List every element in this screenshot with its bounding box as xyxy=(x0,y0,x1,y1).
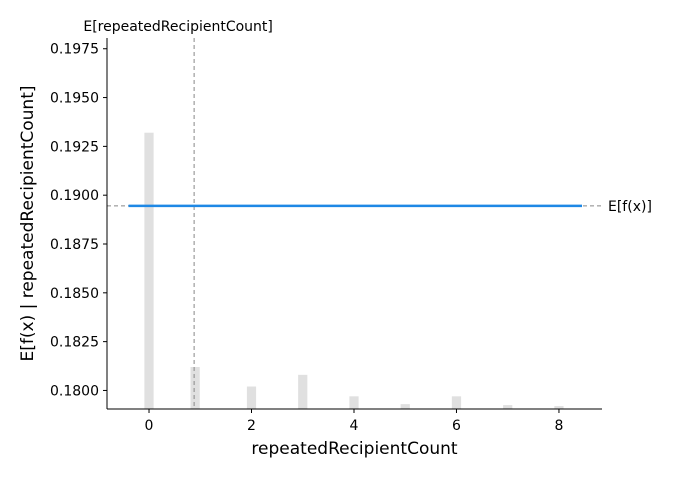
x-tick-label: 0 xyxy=(145,418,154,434)
histogram-bar-0 xyxy=(144,132,154,409)
histogram-bar-4 xyxy=(349,396,359,409)
histogram-bar-5 xyxy=(400,404,410,409)
x-tick-label: 8 xyxy=(554,418,563,434)
x-tick-label: 4 xyxy=(350,418,359,434)
y-axis-ticks: 0.1800 0.1825 0.1850 0.1875 0.1900 0.1925 0.19… xyxy=(50,42,107,399)
y-axis-title: E[f(x) | repeatedRecipientCount] xyxy=(18,86,38,362)
y-tick-label: 0.1975 xyxy=(50,42,99,58)
y-tick-label: 0.1800 xyxy=(50,383,99,399)
y-tick-label: 0.1900 xyxy=(50,188,99,204)
expected-x-label: E[repeatedRecipientCount] xyxy=(83,19,273,35)
histogram-bar-8 xyxy=(554,406,564,409)
x-axis-title: repeatedRecipientCount xyxy=(251,439,457,459)
y-tick-label: 0.1950 xyxy=(50,91,99,107)
histogram-bar-7 xyxy=(503,405,513,409)
histogram-bar-3 xyxy=(298,374,308,409)
x-tick-label: 2 xyxy=(247,418,256,434)
y-tick-label: 0.1825 xyxy=(50,335,99,351)
x-tick-label: 6 xyxy=(452,418,461,434)
histogram-bar-2 xyxy=(246,386,257,409)
histogram-bar-1 xyxy=(190,367,200,409)
histogram-bar-6 xyxy=(451,396,462,409)
x-axis-ticks: 0 2 4 6 8 xyxy=(145,409,563,434)
y-tick-label: 0.1875 xyxy=(50,237,99,253)
histogram-layer xyxy=(144,132,564,409)
y-tick-label: 0.1850 xyxy=(50,286,99,302)
y-tick-label: 0.1925 xyxy=(50,139,99,155)
expected-fx-label: E[f(x)] xyxy=(608,199,652,215)
